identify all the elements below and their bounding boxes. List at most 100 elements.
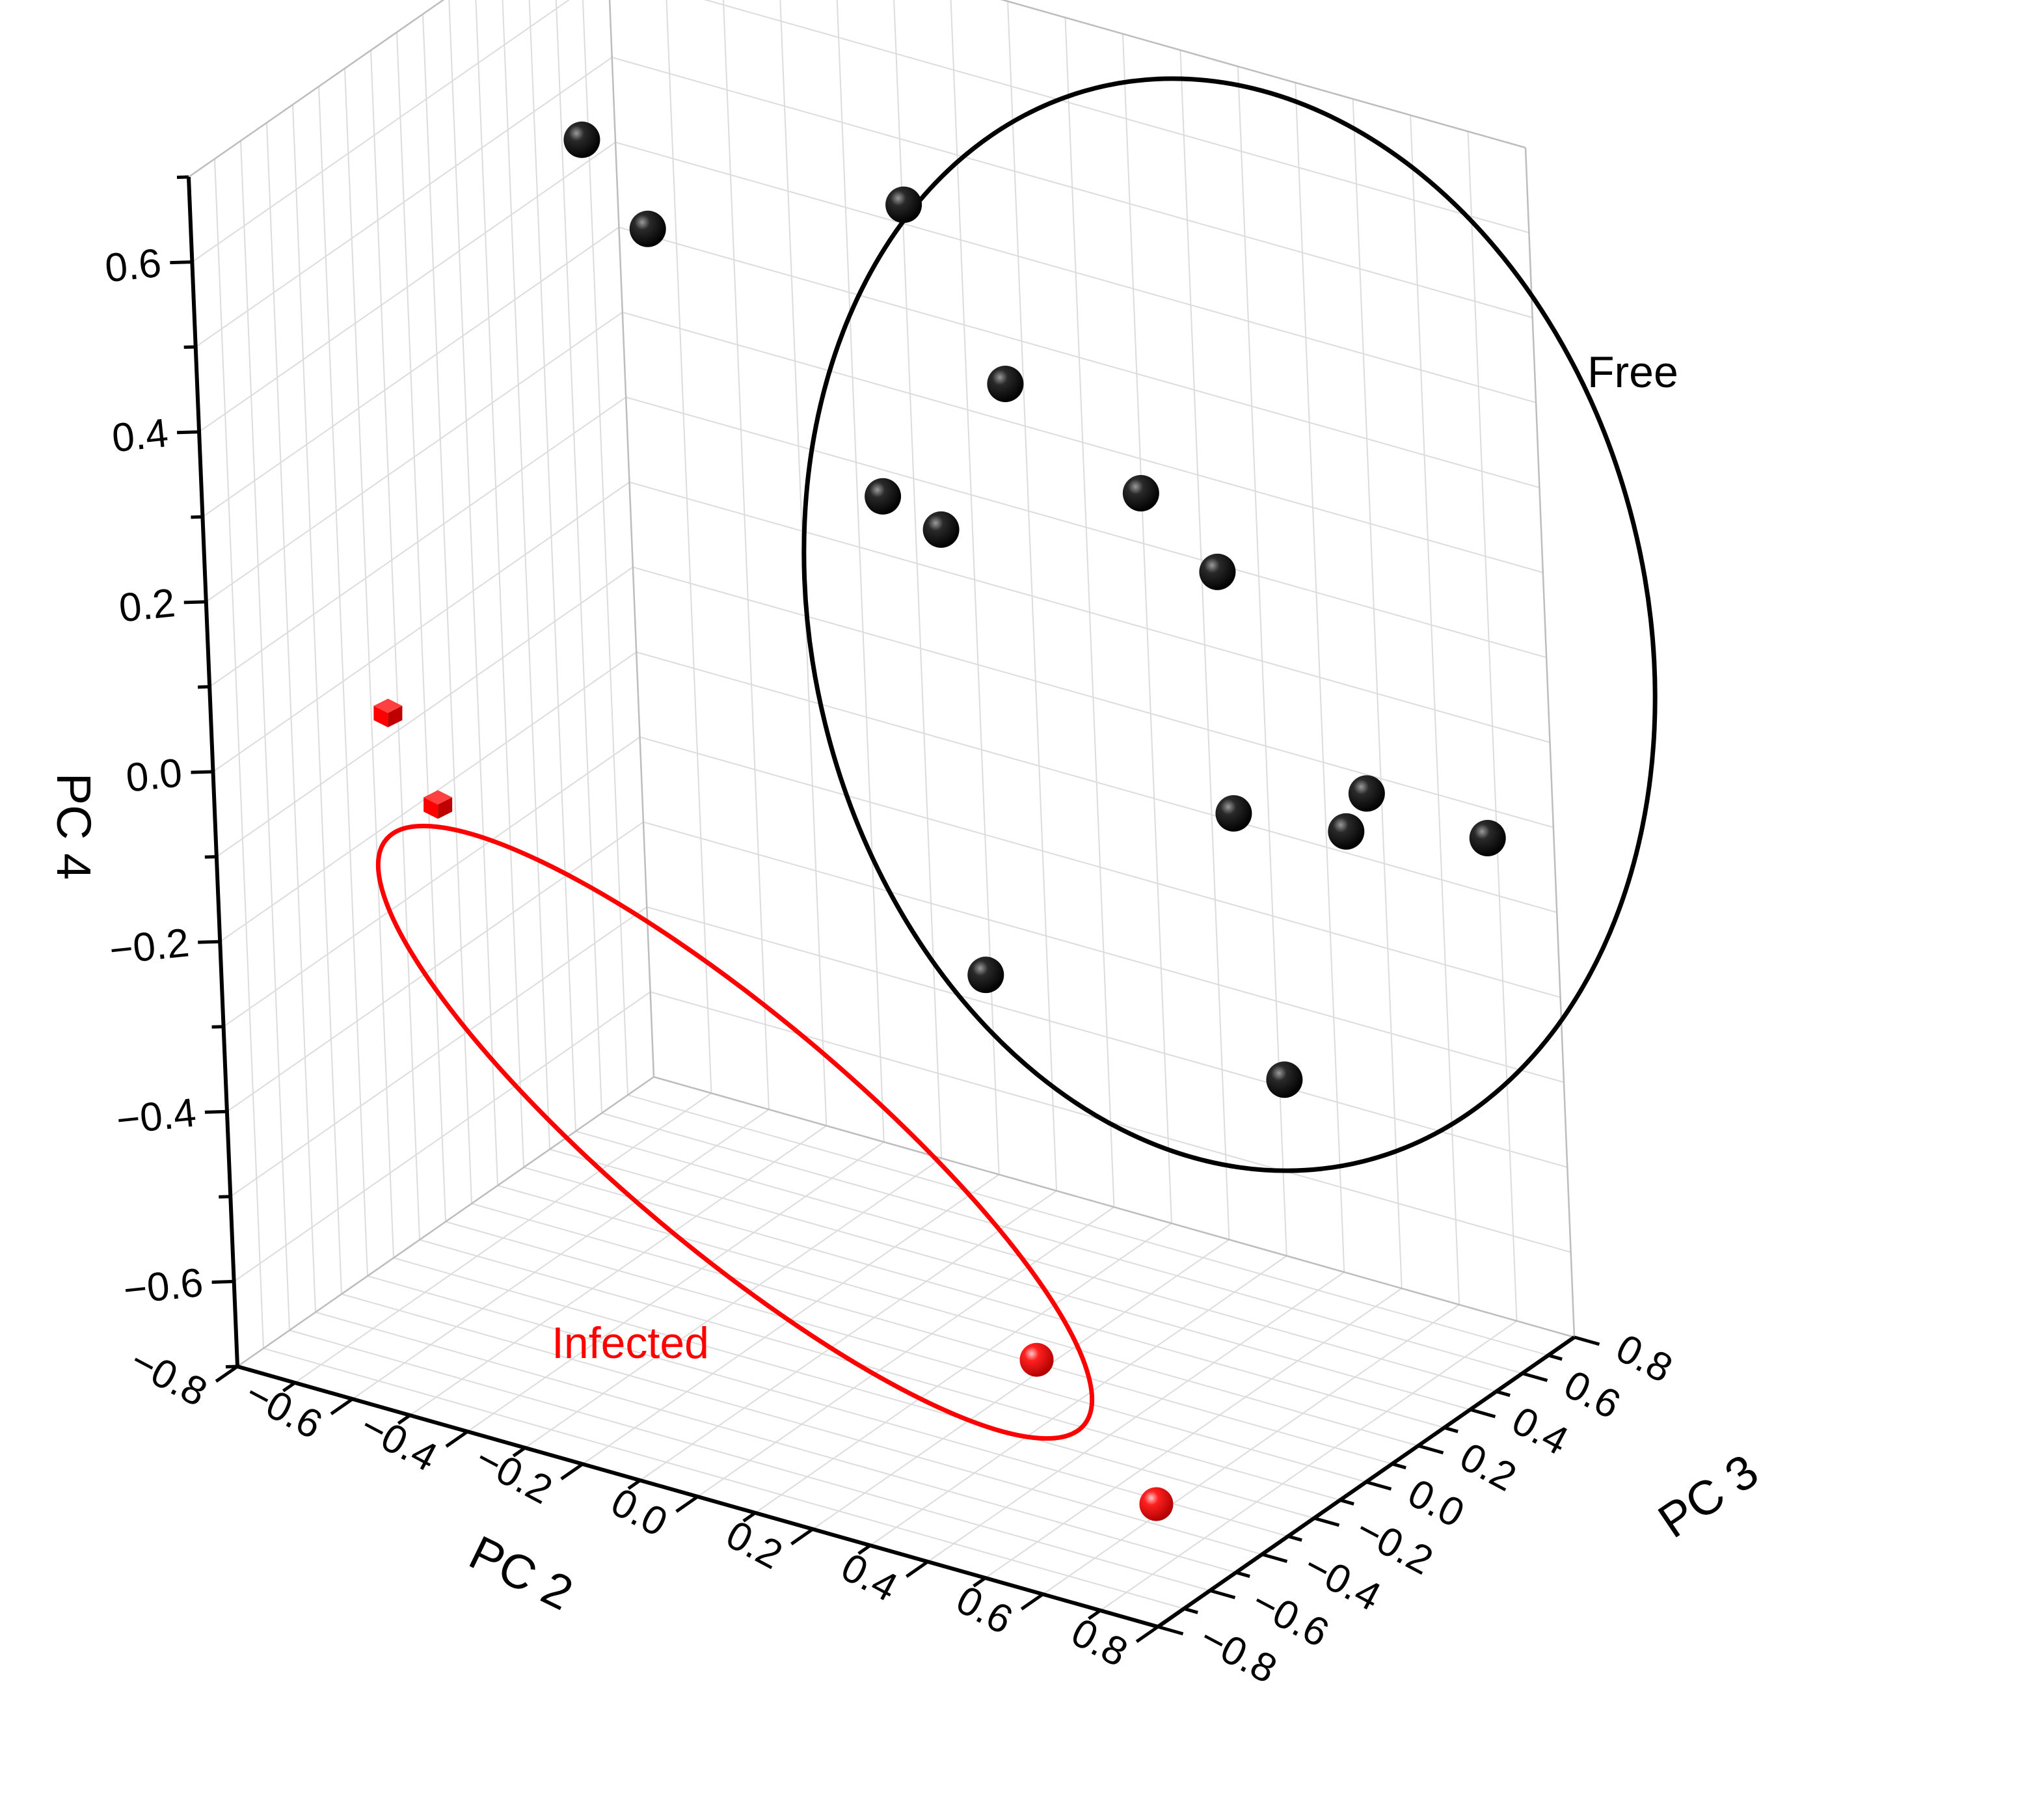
grid-line-floor: [523, 1167, 1445, 1429]
grid-line-side-wall: [666, 0, 712, 1094]
free-sphere-point: [967, 957, 1004, 994]
free-sphere-point: [1199, 553, 1236, 590]
x-axis-tick: [282, 1381, 296, 1393]
x-axis-tick: [973, 1576, 987, 1588]
grid-line-floor: [627, 1094, 1549, 1356]
free-sphere-point: [922, 511, 960, 548]
infected-sphere-point: [1019, 1342, 1054, 1377]
free-sphere-point: [1215, 795, 1252, 832]
frame-edge: [237, 1076, 654, 1368]
x-tick-label: −0.2: [468, 1436, 559, 1513]
z-axis-tick: [183, 600, 206, 605]
grid-line-back-wall: [234, 991, 651, 1283]
y-axis-tick: [1418, 1444, 1444, 1455]
z-axis-title: PC 4: [47, 773, 101, 880]
x-axis-tick: [560, 1462, 584, 1480]
z-tick-label: 0.6: [103, 241, 163, 292]
grid-line-side-wall: [612, 57, 1533, 319]
x-tick-label: 0.8: [1064, 1610, 1135, 1676]
grid-line-floor: [575, 1130, 1497, 1393]
y-axis-tick: [1392, 1462, 1406, 1470]
grid-line-side-wall: [625, 396, 1547, 659]
x-tick-label: −0.6: [238, 1371, 329, 1448]
y-tick-label: 0.2: [1453, 1434, 1524, 1500]
y-axis-tick: [1235, 1571, 1250, 1578]
grid-line-back-wall: [212, 482, 630, 772]
grid-line-side-wall: [615, 141, 1537, 403]
grid-line-floor: [367, 1275, 1289, 1537]
y-axis-tick: [1444, 1426, 1459, 1433]
y-axis-tick: [1287, 1534, 1302, 1542]
z-axis-tick: [176, 430, 200, 435]
grid-line-back-wall: [555, 0, 602, 1113]
x-tick-label: 0.6: [949, 1577, 1020, 1643]
grid-line-back-wall: [226, 821, 644, 1113]
grid-line-floor: [393, 1257, 1315, 1519]
y-axis-tick: [1470, 1407, 1496, 1419]
z-axis-tick: [176, 175, 189, 180]
y-axis-tick: [1522, 1372, 1548, 1382]
grid-line-side-wall: [639, 736, 1561, 998]
grid-line-floor: [549, 1148, 1471, 1411]
free-group-ellipse: [801, 76, 1658, 1173]
frame-edge: [1000, 0, 1526, 149]
x-axis-tick: [675, 1495, 699, 1513]
infected-group-ellipse: [375, 823, 1095, 1441]
grid-line-side-wall: [622, 311, 1544, 573]
grid-line-side-wall: [722, 0, 770, 1110]
free-sphere-point: [563, 121, 600, 158]
x-axis-tick: [330, 1397, 354, 1415]
infected-cube-point: [424, 790, 453, 819]
y-axis-tick: [1209, 1588, 1236, 1599]
infected-group-label: Infected: [552, 1318, 709, 1368]
x-tick-label: −0.4: [353, 1404, 444, 1480]
cube-right-face: [438, 797, 453, 819]
z-axis-tick: [170, 260, 193, 265]
cube-right-face: [388, 705, 403, 727]
axis-frame: [187, 0, 1576, 1629]
grid-line-side-wall: [703, 0, 1529, 234]
free-sphere-point: [1348, 775, 1385, 812]
grid-line-back-wall: [206, 312, 623, 603]
y-axis-tick: [1313, 1516, 1340, 1527]
free-sphere-point: [987, 365, 1024, 402]
z-tick-label: −0.6: [121, 1260, 205, 1313]
y-tick-label: 0.8: [1609, 1325, 1680, 1391]
z-tick-label: −0.4: [114, 1090, 198, 1143]
grid-line-back-wall: [202, 226, 619, 518]
grid-line-floor: [289, 1329, 1211, 1592]
z-axis-tick: [204, 1109, 228, 1114]
x-axis-tick: [857, 1543, 872, 1555]
x-axis-tick: [445, 1430, 469, 1448]
x-axis-tick: [215, 1365, 239, 1383]
grid-line-back-wall: [209, 396, 626, 688]
grid-line-floor: [601, 1112, 1523, 1374]
x-tick-label: 0.2: [719, 1512, 790, 1578]
y-axis-title: PC 3: [1648, 1443, 1768, 1548]
y-axis-tick: [1183, 1607, 1198, 1614]
x-axis-title: PC 2: [461, 1525, 581, 1621]
z-axis-tick: [211, 1279, 234, 1284]
free-group-label: Free: [1587, 347, 1678, 397]
x-tick-label: 0.0: [604, 1480, 675, 1545]
y-tick-label: 0.4: [1505, 1398, 1576, 1464]
infected-sphere-point: [1139, 1487, 1174, 1521]
grid-line-floor: [341, 1293, 1263, 1555]
data-points: [373, 121, 1506, 1521]
free-sphere-point: [1122, 475, 1159, 512]
axis-ticks: [170, 175, 1600, 1643]
grid-line-back-wall: [195, 57, 613, 347]
y-axis-tick: [1157, 1625, 1184, 1636]
y-axis-tick: [1574, 1335, 1600, 1346]
grid-line-floor: [263, 1348, 1185, 1610]
z-tick-label: 0.4: [110, 411, 170, 461]
x-axis-tick: [512, 1446, 526, 1458]
grid-line-back-wall: [223, 736, 641, 1027]
free-sphere-point: [1469, 819, 1506, 856]
free-sphere-point: [885, 186, 922, 223]
y-axis-tick: [1365, 1480, 1392, 1491]
z-tick-label: 0.0: [124, 750, 184, 801]
z-tick-label: 0.2: [117, 580, 178, 631]
grid-line-back-wall: [188, 0, 444, 178]
grid-line-back-wall: [216, 566, 634, 858]
